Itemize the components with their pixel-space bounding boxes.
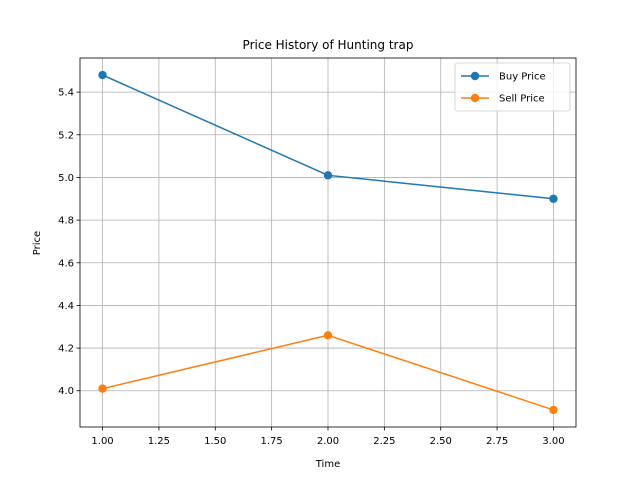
buy-price-series xyxy=(98,70,558,203)
x-tick-label: 2.50 xyxy=(430,436,452,447)
x-tick-label: 1.25 xyxy=(148,436,170,447)
chart-title: Price History of Hunting trap xyxy=(243,38,414,52)
x-tick-label: 1.75 xyxy=(261,436,283,447)
series-layer xyxy=(98,70,558,415)
y-tick-label: 5.4 xyxy=(58,88,74,99)
legend-swatch-marker xyxy=(470,93,480,103)
buy-price-point xyxy=(549,194,558,203)
legend-box xyxy=(454,62,571,112)
sell-price-point xyxy=(98,384,107,393)
legend-label: Buy Price xyxy=(499,72,546,83)
x-axis-ticks: 1.00 1.25 1.50 1.75 2.00 2.25 2.50 2.75 3.00 xyxy=(91,427,565,447)
y-tick-label: 4.0 xyxy=(58,386,74,397)
buy-price-point xyxy=(323,171,333,180)
y-tick-label: 5.0 xyxy=(58,173,74,184)
x-tick-label: 2.75 xyxy=(486,436,508,447)
sell-price-series xyxy=(98,331,558,415)
legend-item-sell-price: Sell Price xyxy=(461,94,545,105)
x-tick-label: 3.00 xyxy=(542,436,564,447)
buy-price-point xyxy=(98,70,107,80)
legend-swatch-marker xyxy=(470,71,480,81)
legend-item-buy-price: Buy Price xyxy=(461,72,546,83)
legend: Buy Price Sell Price xyxy=(454,62,571,112)
y-tick-label: 5.2 xyxy=(58,130,74,141)
y-tick-label: 4.8 xyxy=(58,216,74,227)
x-tick-label: 1.50 xyxy=(204,436,226,447)
x-tick-label: 2.00 xyxy=(317,436,339,447)
y-axis-ticks: 4.0 4.2 4.4 4.6 4.8 5.0 5.2 5.4 xyxy=(58,88,80,397)
x-tick-label: 1.00 xyxy=(91,436,113,447)
sell-price-point xyxy=(549,405,558,415)
y-tick-label: 4.2 xyxy=(58,344,74,355)
legend-label: Sell Price xyxy=(499,94,545,105)
y-tick-label: 4.6 xyxy=(58,258,74,269)
x-axis-label: Time xyxy=(315,459,340,470)
y-tick-label: 4.4 xyxy=(58,301,74,312)
x-tick-label: 2.25 xyxy=(373,436,395,447)
sell-price-point xyxy=(323,331,333,340)
y-axis-label: Price xyxy=(32,231,43,255)
